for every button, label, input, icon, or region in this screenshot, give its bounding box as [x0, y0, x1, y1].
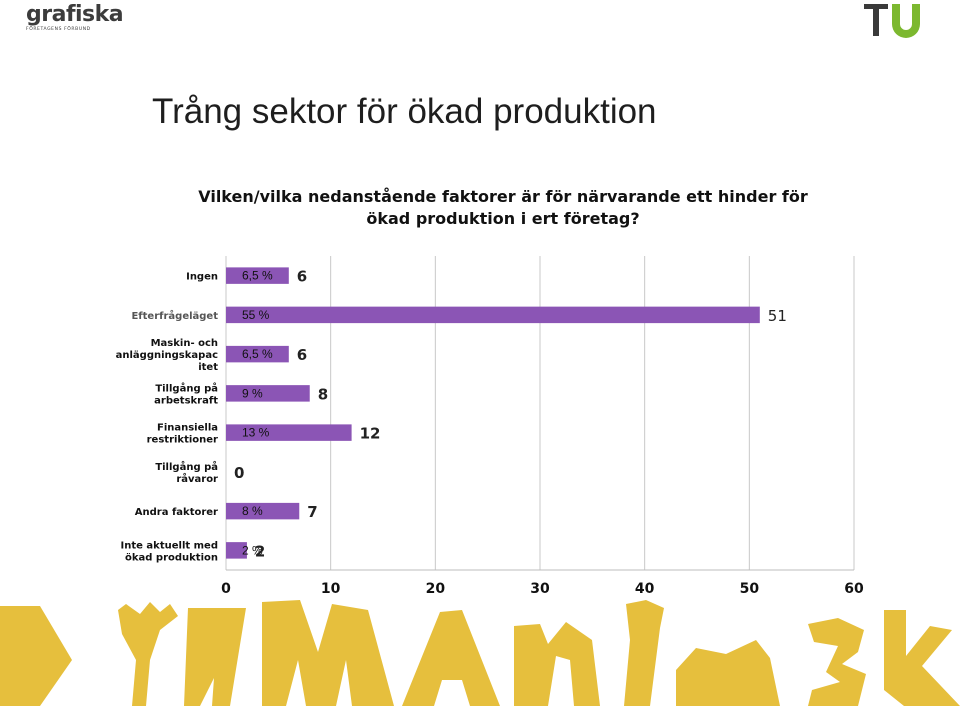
category-label: Efterfrågeläget [131, 309, 218, 322]
category-label: arbetskraft [154, 395, 218, 406]
category-label: Andra faktorer [135, 507, 218, 518]
value-label: 0 [234, 464, 244, 482]
category-label: Maskin- och [151, 338, 218, 349]
percent-label: 6,5 % [242, 347, 273, 361]
value-label: 2 [255, 542, 265, 560]
value-label: 6 [297, 346, 307, 364]
value-label: 12 [360, 425, 381, 443]
x-tick-label: 40 [635, 581, 655, 597]
percent-label: 8 % [242, 504, 263, 518]
tu-logo [864, 4, 920, 38]
deco-shape-5 [402, 610, 500, 706]
category-label: ökad produktion [125, 552, 218, 563]
category-label: Tillgång på [155, 460, 218, 473]
x-tick-label: 20 [426, 581, 446, 597]
percent-label: 9 % [242, 386, 263, 400]
category-label: råvaror [176, 472, 218, 485]
deco-shape-2 [118, 602, 178, 706]
bar [226, 267, 289, 284]
x-tick-label: 0 [221, 581, 231, 597]
bar [226, 345, 289, 363]
percent-label: 6,5 % [242, 269, 273, 283]
category-label: itet [198, 362, 218, 373]
x-tick-label: 50 [740, 581, 760, 597]
grafiska-logo: grafiska FÖRETAGENS FÖRBUND [26, 2, 124, 36]
percent-label: 55 % [242, 308, 270, 322]
x-tick-label: 10 [321, 581, 341, 597]
chart-bars: 6,5 % 6 55 % 51 6,5 % 6 9 % 8 13 % 12 0 8 % 7 2 %2 [226, 267, 787, 560]
deco-shape-7 [624, 600, 664, 706]
deco-shape-6 [514, 622, 600, 706]
x-tick-label: 60 [844, 581, 864, 597]
bar [226, 385, 310, 402]
decorative-letters-band [0, 600, 960, 706]
x-tick-labels: 0 10 20 30 40 50 60 [221, 581, 864, 597]
bar [226, 542, 247, 559]
chart-title-line: Vilken/vilka nedanstående faktorer är fö… [198, 187, 808, 206]
percent-label: 2 % [242, 543, 263, 557]
category-label: anläggningskapac [116, 350, 218, 361]
deco-shape-1 [0, 606, 72, 706]
category-label: Tillgång på [155, 381, 218, 394]
grafiska-logo-word: grafiska [26, 2, 124, 27]
tu-logo-t-stem [873, 4, 879, 36]
category-label: Finansiella [157, 423, 218, 434]
category-label: Ingen [186, 272, 218, 283]
bar [226, 424, 352, 441]
deco-shape-3 [184, 608, 246, 706]
deco-shape-9 [808, 618, 866, 706]
percent-label: 13 % [242, 426, 270, 440]
x-tick-label: 30 [530, 581, 550, 597]
chart-grid [225, 256, 855, 571]
value-label: 7 [307, 503, 317, 521]
category-labels: Ingen Efterfrågeläget Maskin- ochanläggnin… [116, 272, 219, 564]
category-label: restriktioner [147, 435, 218, 446]
chart-title-line: ökad produktion i ert företag? [366, 209, 639, 228]
value-label: 51 [768, 307, 787, 325]
category-label: Inte aktuellt med [121, 540, 218, 551]
tu-logo-u [892, 4, 920, 38]
deco-shape-10 [884, 610, 960, 706]
grafiska-logo-tagline: FÖRETAGENS FÖRBUND [26, 27, 91, 32]
slide-title: Trång sektor för ökad produktion [152, 92, 657, 131]
bar [226, 306, 760, 324]
chart-title: Vilken/vilka nedanstående faktorer är fö… [198, 187, 808, 228]
deco-shape-8 [676, 640, 780, 706]
bar-chart: Vilken/vilka nedanstående faktorer är fö… [116, 187, 864, 597]
bar [226, 502, 300, 520]
value-label: 8 [318, 385, 328, 403]
deco-shape-4 [262, 600, 394, 706]
value-label: 6 [297, 268, 307, 286]
